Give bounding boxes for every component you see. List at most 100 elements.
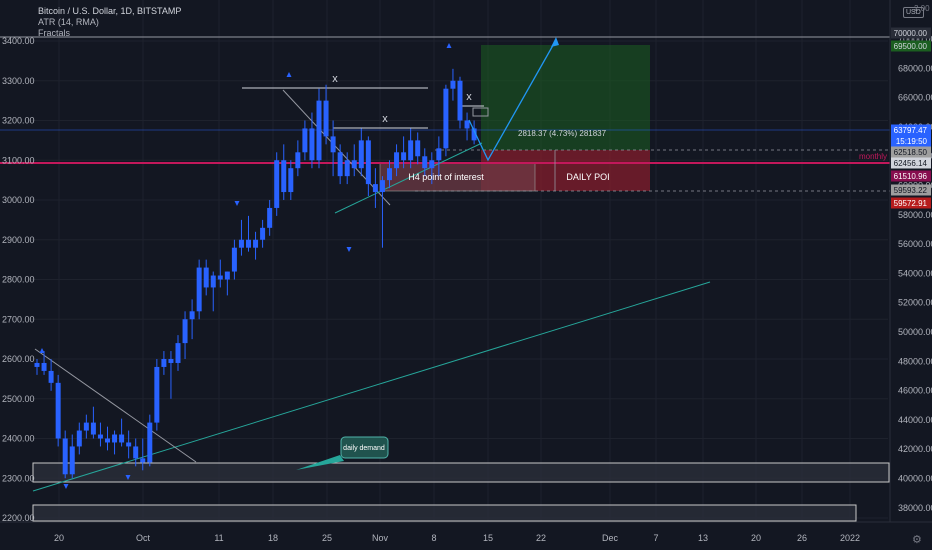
price-label-text: 15:19:50 xyxy=(896,137,928,146)
fractal-marker xyxy=(39,348,45,353)
right-tick-label: 44000.00 xyxy=(898,415,932,425)
indicator-atr[interactable]: ATR (14, RMA) xyxy=(38,17,99,27)
right-tick-label: 38000.00 xyxy=(898,503,932,513)
candle-body xyxy=(112,434,118,443)
daily-demand-callout xyxy=(340,436,389,459)
time-tick-label: 20 xyxy=(751,533,761,543)
currency-badge[interactable]: USD xyxy=(903,7,924,18)
left-tick-label: 3300.00 xyxy=(2,76,35,86)
price-label-text: 59572.91 xyxy=(894,199,928,208)
time-tick-label: Oct xyxy=(136,533,151,543)
swing-mark-3: x xyxy=(466,91,472,103)
descending-trendline-1 xyxy=(34,348,197,463)
zones xyxy=(32,45,890,522)
candle-body xyxy=(295,152,301,169)
candle-body xyxy=(140,458,146,463)
right-tick-label: 40000.00 xyxy=(898,474,932,484)
right-tick-label: 68000.00 xyxy=(898,63,932,73)
candle-body xyxy=(161,359,167,367)
daily-demand-label: daily demand xyxy=(343,445,385,452)
projection-path xyxy=(468,39,557,162)
time-tick-label: 22 xyxy=(536,533,546,543)
price-label-text: 69500.00 xyxy=(894,42,928,51)
time-tick-label: 2022 xyxy=(840,533,860,543)
fractal-marker xyxy=(446,43,452,48)
price-label-text: 62456.14 xyxy=(894,159,928,168)
daily-poi-label: DAILY POI xyxy=(566,172,609,182)
price-label-text: 59593.22 xyxy=(894,186,928,195)
fractal-marker xyxy=(63,484,69,489)
symbol-title[interactable]: Bitcoin / U.S. Dollar, 1D, BITSTAMP xyxy=(38,6,182,16)
candle-body xyxy=(105,438,110,443)
candle-body xyxy=(344,160,350,177)
candle-body xyxy=(365,140,371,185)
measure-label: 2818.37 (4.73%) 281837 xyxy=(518,129,607,138)
candle-body xyxy=(217,275,223,280)
time-tick-label: Dec xyxy=(602,533,619,543)
candle-body xyxy=(83,422,89,431)
indicator-fractals[interactable]: Fractals xyxy=(38,28,71,38)
time-axis[interactable]: 20 Oct 11 18 25 Nov 8 15 22 Dec 7 13 20 26 2022 xyxy=(0,521,932,543)
candle-body xyxy=(196,267,202,312)
candle-body xyxy=(97,434,103,439)
candle-body xyxy=(457,80,463,121)
price-label-bg xyxy=(891,157,931,169)
time-tick-label: Nov xyxy=(372,533,389,543)
fractal-marker xyxy=(125,475,131,480)
time-tick-label: 18 xyxy=(268,533,278,543)
fractal-marker xyxy=(286,72,292,77)
lower-demand-zone xyxy=(32,504,857,522)
time-tick-label: 13 xyxy=(698,533,708,543)
right-tick-label: 42000.00 xyxy=(898,444,932,454)
candle-body xyxy=(69,446,75,475)
right-tick-label: 50000.00 xyxy=(898,327,932,337)
price-label-bg xyxy=(891,170,931,182)
candle-body xyxy=(316,100,322,161)
left-tick-label: 3100.00 xyxy=(2,155,35,165)
left-tick-label: 3000.00 xyxy=(2,195,35,205)
candle-body xyxy=(337,152,343,177)
candle-body xyxy=(231,247,237,272)
candle-body xyxy=(436,148,442,161)
candle-body xyxy=(119,434,125,443)
candle-body xyxy=(281,160,287,193)
candle-body xyxy=(76,430,82,447)
candle-body xyxy=(422,156,428,169)
price-label-bg xyxy=(891,197,931,209)
right-tick-label: 52000.00 xyxy=(898,298,932,308)
candle-body xyxy=(168,359,174,363)
candle-body xyxy=(330,136,336,153)
settings-gear-icon[interactable]: ⚙ xyxy=(912,534,922,546)
left-price-axis[interactable]: 3400.00 3300.00 3200.00 3100.00 3000.00 2900.… xyxy=(2,36,35,523)
left-tick-label: 2300.00 xyxy=(2,473,35,483)
left-tick-label: 3200.00 xyxy=(2,116,35,126)
candle-body xyxy=(48,370,54,383)
left-tick-label: 2400.00 xyxy=(2,434,35,444)
right-tick-label: 66000.00 xyxy=(898,93,932,103)
h4-poi-label: H4 point of interest xyxy=(408,172,484,182)
time-tick-label: 7 xyxy=(653,533,658,543)
right-tick-label: 54000.00 xyxy=(898,268,932,278)
candle-body xyxy=(253,239,259,248)
candle-body xyxy=(133,446,139,459)
candle-body xyxy=(274,160,280,208)
candle-body xyxy=(288,168,294,193)
demand-zone xyxy=(32,462,890,483)
candle-body xyxy=(394,152,400,169)
candle-body xyxy=(323,100,329,137)
swing-mark-1: x xyxy=(332,73,338,85)
candle-body xyxy=(408,140,414,161)
left-tick-label: 2500.00 xyxy=(2,394,35,404)
price-label-bg xyxy=(891,40,931,52)
left-tick-label: 2200.00 xyxy=(2,513,35,523)
candle-body xyxy=(464,120,470,129)
right-tick-label: 56000.00 xyxy=(898,239,932,249)
time-tick-label: 25 xyxy=(322,533,332,543)
candle-body xyxy=(309,128,315,161)
left-tick-label: 2900.00 xyxy=(2,235,35,245)
candle-body xyxy=(443,88,449,149)
right-price-axis[interactable]: 70000.0068000.0066000.0064000.0062000.00… xyxy=(889,0,932,522)
swing-mark-2: x xyxy=(382,113,388,125)
candle-body xyxy=(189,311,195,320)
